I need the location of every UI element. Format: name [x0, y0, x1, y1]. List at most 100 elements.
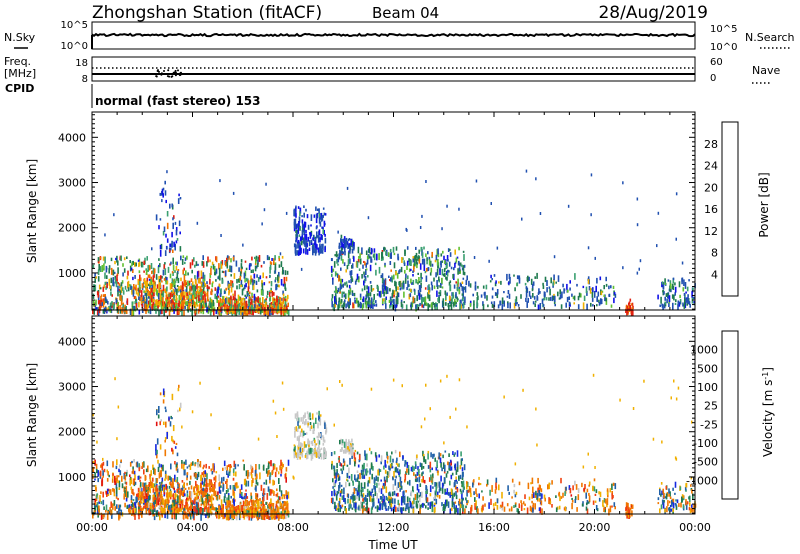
- echo-cell: [374, 490, 377, 494]
- echo-cell: [315, 226, 318, 230]
- echo-cell: [152, 298, 154, 305]
- echo-cell: [127, 280, 130, 288]
- echo-cell: [222, 302, 224, 306]
- echo-cell: [200, 302, 202, 309]
- echo-cell: [125, 309, 128, 314]
- echo-cell: [306, 214, 309, 219]
- echo-cell: [638, 267, 640, 271]
- echo-cell: [161, 199, 163, 203]
- echo-cell: [175, 240, 178, 244]
- echo-cell: [347, 292, 350, 298]
- echo-cell: [186, 466, 189, 469]
- echo-cell: [273, 463, 276, 470]
- echo-cell: [524, 282, 527, 286]
- echo-cell: [262, 297, 264, 303]
- echo-cell: [96, 468, 98, 474]
- echo-cell: [231, 513, 233, 518]
- echo-cell: [622, 266, 624, 270]
- echo-cell: [610, 285, 612, 289]
- echo-cell: [110, 267, 113, 275]
- echo-cell: [122, 263, 124, 267]
- echo-cell: [156, 491, 158, 496]
- echo-cell: [318, 415, 320, 421]
- echo-cell: [226, 478, 228, 483]
- echo-cell: [159, 421, 161, 426]
- echo-cell: [184, 510, 186, 516]
- echo-cell: [151, 287, 153, 293]
- echo-cell: [385, 290, 387, 295]
- echo-cell: [151, 291, 154, 299]
- echo-cell: [298, 440, 300, 447]
- echo-cell: [293, 227, 296, 232]
- echo-cell: [203, 274, 206, 281]
- echo-cell: [395, 462, 398, 465]
- echo-cell: [322, 442, 325, 446]
- echo-cell: [318, 450, 321, 458]
- echo-cell: [383, 289, 385, 294]
- echo-cell: [125, 497, 128, 502]
- echo-cell: [226, 483, 228, 489]
- echo-cell: [211, 482, 213, 486]
- echo-cell: [186, 305, 189, 312]
- echo-cell: [272, 508, 274, 513]
- echo-cell: [154, 285, 156, 292]
- echo-cell: [174, 446, 177, 449]
- echo-cell: [600, 298, 603, 304]
- echo-cell: [445, 276, 447, 280]
- echo-cell: [250, 492, 252, 497]
- echo-cell: [176, 462, 178, 465]
- echo-cell: [129, 260, 131, 264]
- echo-cell: [238, 267, 240, 272]
- echo-cell: [105, 504, 108, 511]
- echo-cell: [202, 487, 204, 493]
- echo-cell: [446, 204, 448, 208]
- echo-cell: [194, 462, 197, 465]
- echo-cell: [352, 293, 354, 296]
- echo-cell: [435, 302, 437, 305]
- echo-cell: [284, 298, 287, 302]
- echo-cell: [239, 492, 241, 498]
- echo-cell: [507, 290, 510, 295]
- echo-cell: [160, 275, 162, 281]
- echo-cell: [262, 496, 265, 502]
- echo-cell: [97, 307, 100, 310]
- echo-cell: [139, 274, 141, 282]
- echo-cell: [197, 498, 200, 503]
- echo-cell: [115, 281, 118, 288]
- echo-cell: [152, 267, 155, 275]
- echo-cell: [304, 234, 306, 240]
- echo-cell: [202, 490, 204, 498]
- echo-cell: [477, 295, 479, 301]
- echo-cell: [338, 297, 341, 305]
- echo-cell: [202, 272, 205, 276]
- echo-cell: [132, 276, 134, 281]
- echo-cell: [340, 298, 343, 303]
- echo-cell: [313, 242, 316, 246]
- echo-cell: [631, 302, 634, 306]
- echo-cell: [361, 288, 364, 292]
- echo-cell: [117, 260, 119, 266]
- nsearch-label: N.Search: [745, 31, 795, 44]
- echo-cell: [664, 282, 667, 285]
- echo-cell: [250, 472, 253, 476]
- echo-cell: [406, 287, 408, 290]
- echo-cell: [227, 473, 229, 478]
- echo-cell: [141, 512, 143, 518]
- echo-cell: [147, 265, 149, 272]
- echo-cell: [420, 272, 422, 279]
- echo-cell: [377, 476, 379, 482]
- echo-cell: [455, 292, 457, 298]
- echo-cell: [295, 239, 297, 243]
- echo-cell: [108, 307, 111, 311]
- cpid-text: normal (fast stereo) 153: [95, 94, 261, 108]
- echo-cell: [229, 307, 231, 310]
- echo-cell: [112, 473, 114, 476]
- echo-cell: [205, 492, 208, 495]
- echo-cell: [341, 304, 343, 308]
- echo-cell: [239, 271, 242, 277]
- echo-cell: [393, 274, 395, 280]
- echo-cell: [331, 273, 333, 277]
- echo-cell: [383, 279, 385, 286]
